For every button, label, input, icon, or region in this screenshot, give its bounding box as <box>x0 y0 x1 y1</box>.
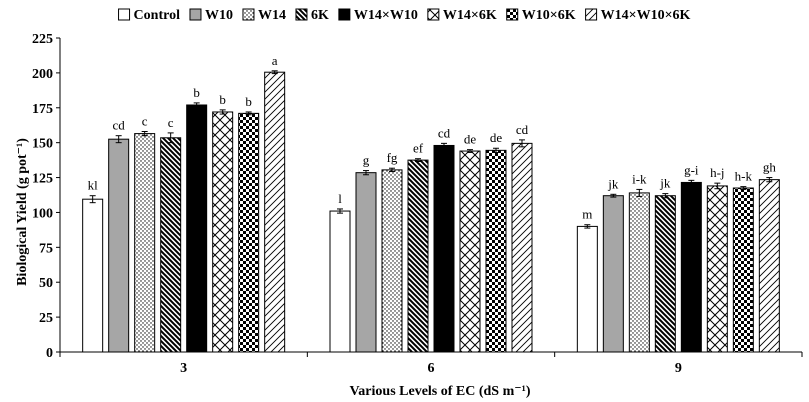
legend-swatch <box>506 8 519 21</box>
data-label: ef <box>413 141 424 156</box>
data-label: fg <box>387 150 398 165</box>
y-tick-label: 225 <box>32 32 53 47</box>
y-tick-label: 50 <box>39 276 53 291</box>
legend-label: W14 <box>258 8 286 23</box>
data-label: cd <box>516 122 529 137</box>
y-tick-label: 200 <box>32 67 53 82</box>
bar <box>355 172 377 353</box>
legend-label: Control <box>134 8 181 23</box>
y-tick-label: 25 <box>39 311 53 326</box>
legend-label: W14×W10×6K <box>601 8 691 23</box>
bar <box>160 137 182 353</box>
data-label: de <box>464 132 477 147</box>
y-tick-label: 125 <box>32 172 53 187</box>
bar <box>108 138 130 353</box>
data-label: h-k <box>735 169 753 184</box>
legend-label: W14×W10 <box>354 8 418 23</box>
legend-swatch <box>295 8 308 21</box>
legend-swatch <box>189 8 202 21</box>
bar <box>433 144 455 353</box>
bar <box>511 142 533 353</box>
bar <box>706 185 728 353</box>
data-label: c <box>142 114 148 129</box>
bar <box>407 159 429 353</box>
x-tick-label: 6 <box>428 361 435 376</box>
bar <box>758 179 780 353</box>
bar <box>212 111 234 353</box>
bar <box>459 150 481 353</box>
bar <box>238 112 260 353</box>
data-label: b <box>219 92 226 107</box>
bar <box>134 133 156 353</box>
data-label: m <box>582 207 592 222</box>
bar <box>82 198 104 353</box>
bar <box>680 181 702 353</box>
bar <box>732 187 754 353</box>
data-label: jk <box>659 176 671 191</box>
legend-swatch <box>338 8 351 21</box>
data-label: g <box>363 153 370 168</box>
data-label: de <box>490 130 503 145</box>
data-label: b <box>245 94 252 109</box>
bar <box>654 195 676 353</box>
bar <box>381 169 403 353</box>
legend-swatch <box>242 8 255 21</box>
legend-label: W10 <box>205 8 233 23</box>
legend-swatch <box>427 8 440 21</box>
data-label: a <box>272 53 278 68</box>
bar <box>264 71 286 353</box>
data-label: cd <box>438 125 451 140</box>
bar <box>576 225 598 353</box>
y-tick-label: 75 <box>39 241 53 256</box>
data-label: cd <box>113 118 126 133</box>
y-tick-label: 150 <box>32 137 53 152</box>
legend-label: W14×6K <box>443 8 497 23</box>
x-axis-title: Various Levels of EC (dS m⁻¹) <box>349 384 530 399</box>
x-tick-label: 3 <box>180 361 187 376</box>
legend-label: W10×6K <box>522 8 576 23</box>
bar <box>485 149 507 353</box>
y-axis-title: Biological Yield (g pot⁻¹) <box>15 138 30 286</box>
data-label: c <box>168 115 174 130</box>
data-label: l <box>338 191 342 206</box>
data-label: b <box>193 85 200 100</box>
y-tick-label: 0 <box>46 346 53 361</box>
bar <box>602 195 624 353</box>
data-label: jk <box>607 176 619 191</box>
data-label: g-i <box>684 162 699 177</box>
data-label: i-k <box>632 171 647 186</box>
bar <box>628 192 650 353</box>
legend-swatch <box>118 8 131 21</box>
data-label: h-j <box>710 165 724 180</box>
legend-swatch <box>585 8 598 21</box>
axes: 0 25 50 75 100 125 150 175 200 225 3 6 9 <box>32 32 803 376</box>
bar <box>186 104 208 353</box>
legend-label: 6K <box>311 8 329 23</box>
y-tick-label: 175 <box>32 102 53 117</box>
x-tick-label: 9 <box>675 361 682 376</box>
data-label: kl <box>88 178 99 193</box>
data-label: gh <box>763 160 777 175</box>
legend: Control W10 W14 6K W14×W10 W14×6K W10×6K W14×W1… <box>118 8 691 23</box>
bar <box>329 210 351 353</box>
y-tick-label: 100 <box>32 206 53 221</box>
